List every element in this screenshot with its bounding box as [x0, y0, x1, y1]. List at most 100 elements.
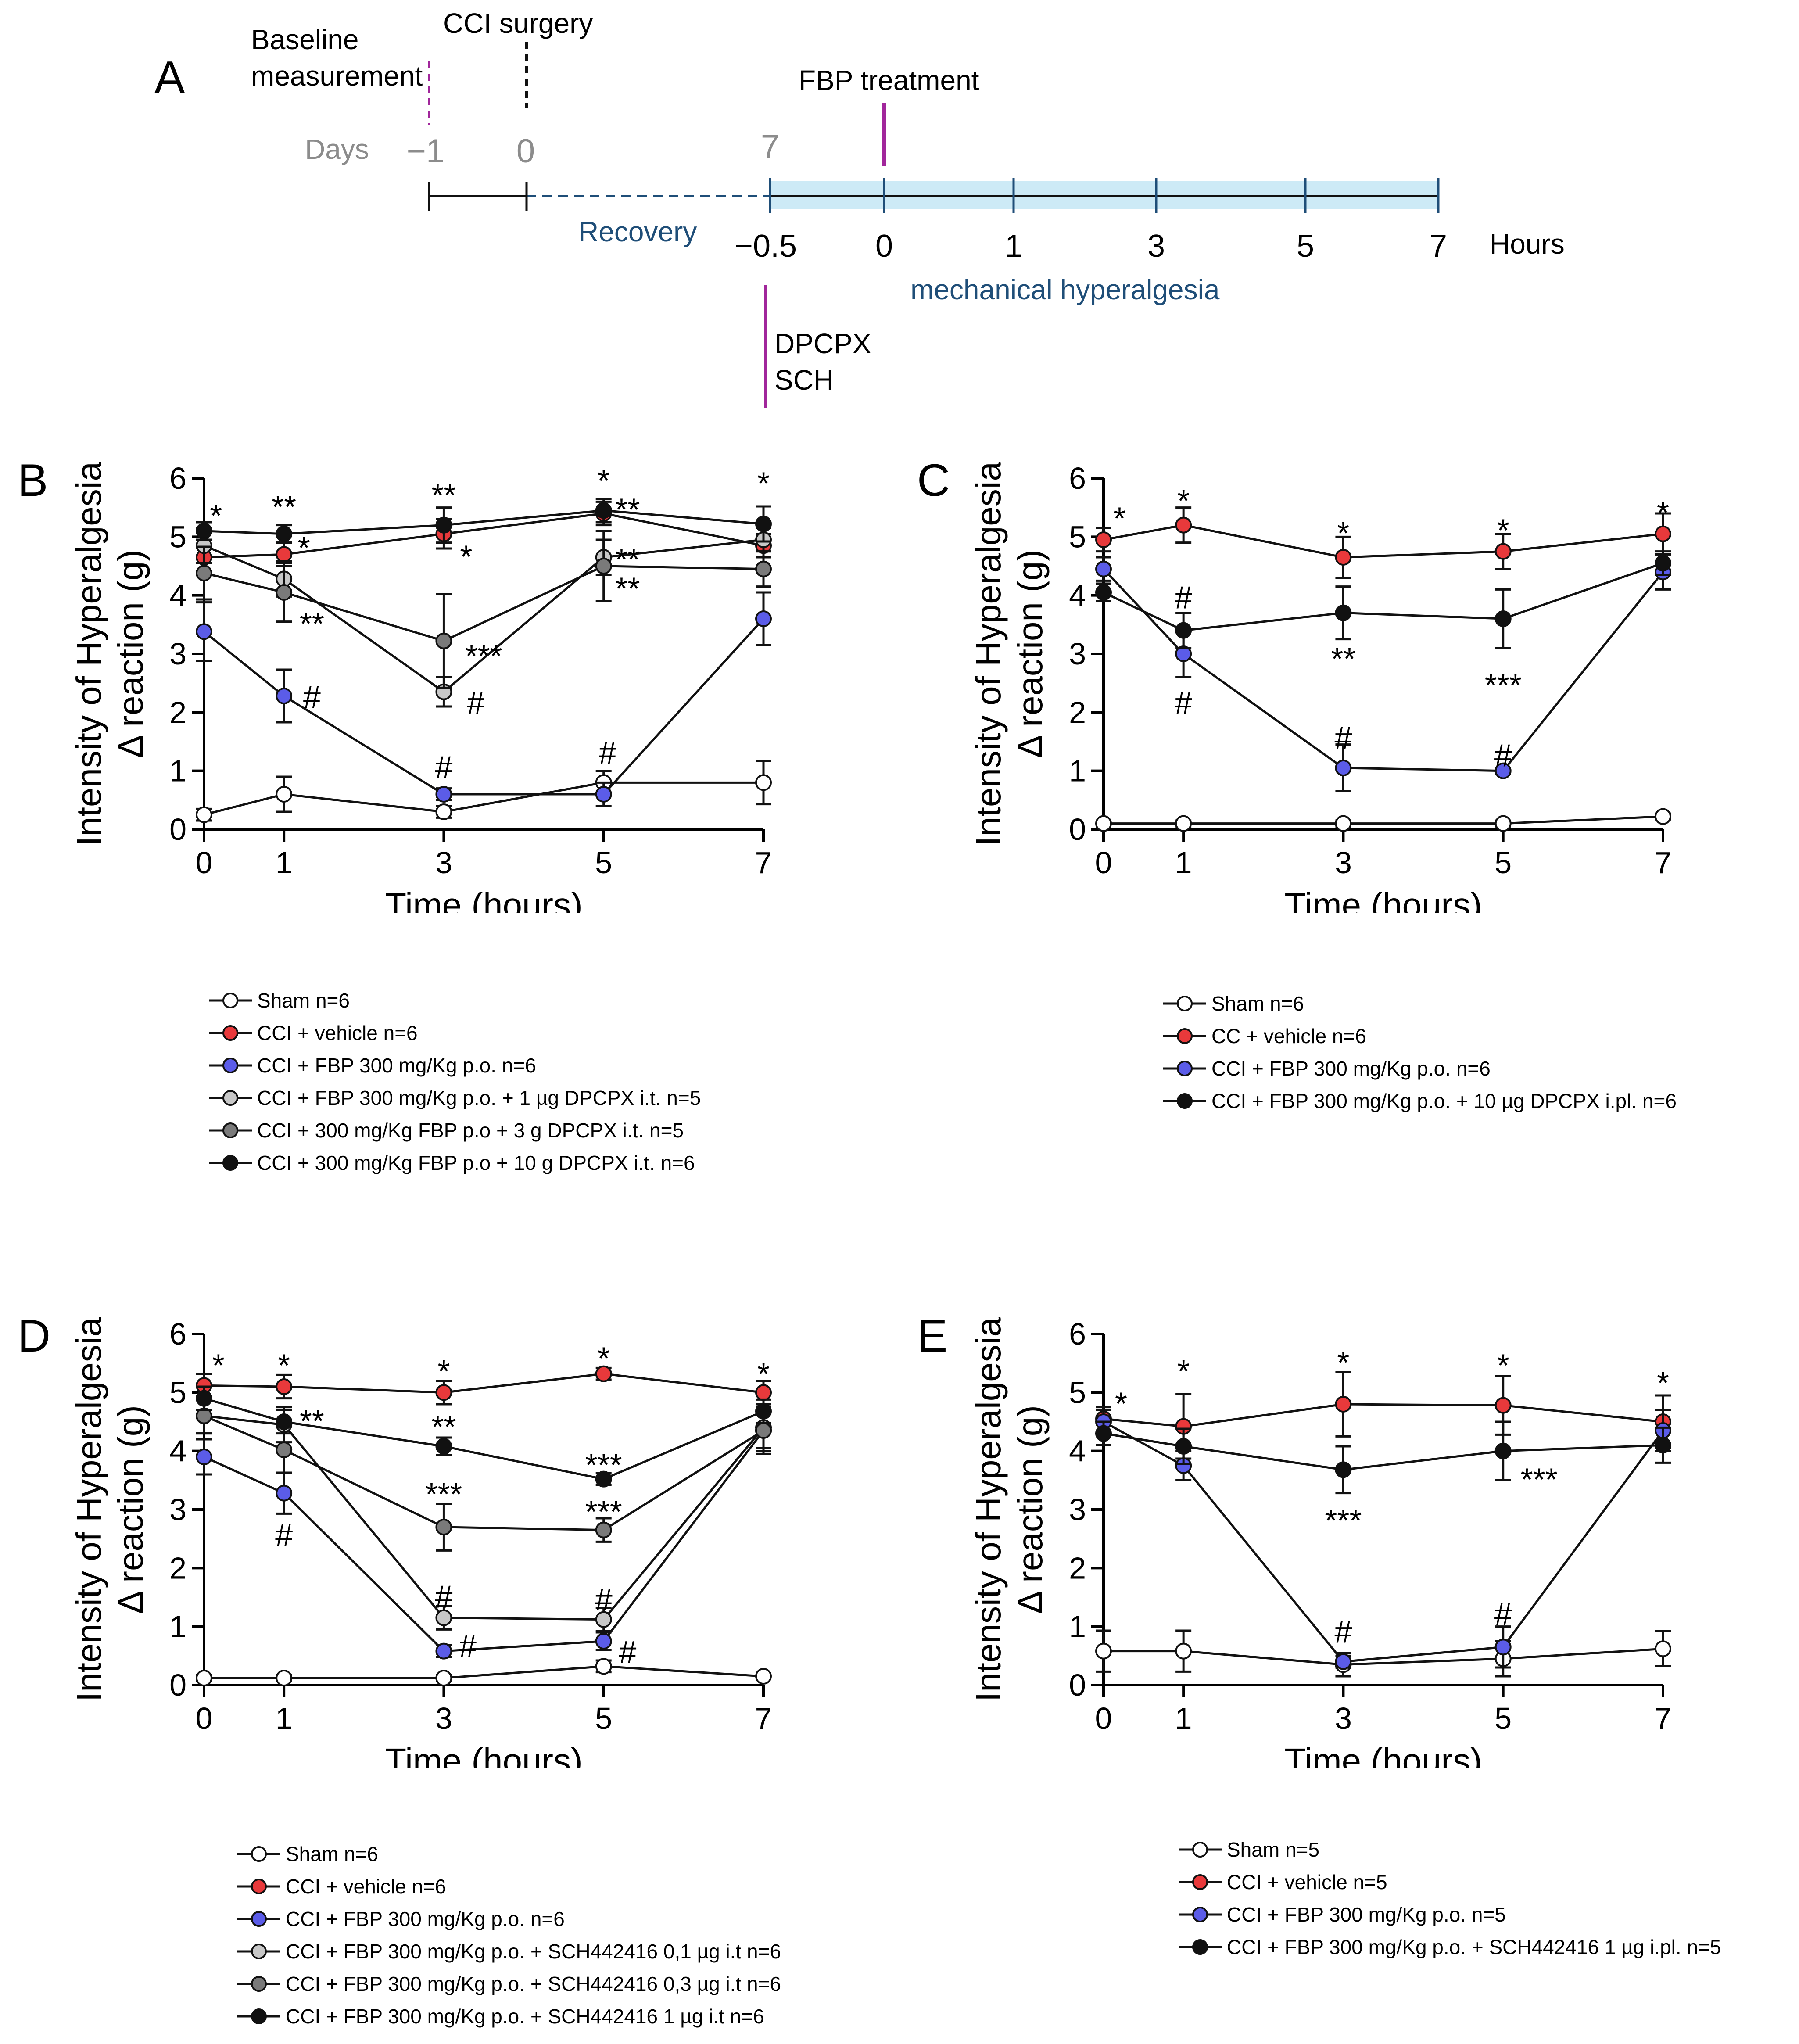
- legend-dot: [1177, 996, 1193, 1011]
- panel-c: C 0 1 2 3 4 5 6 0 1 3 5 7 Time (hours) Intensity of Hy…: [900, 430, 1799, 913]
- significance-marker: *: [437, 1354, 450, 1389]
- y-tick-label: 6: [1069, 1317, 1086, 1351]
- panel-label: B: [18, 455, 48, 506]
- significance-marker: #: [595, 1582, 613, 1617]
- legend-item: CCI + FBP 300 mg/Kg p.o. + 10 µg DPCPX i…: [1161, 1085, 1677, 1117]
- hour-tick-label: 0: [875, 229, 893, 264]
- significance-marker: *: [757, 1357, 770, 1392]
- y-tick-label: 2: [1069, 1551, 1086, 1585]
- data-point: [276, 1485, 293, 1502]
- legend-marker: [206, 990, 254, 1011]
- legend-item: CCI + FBP 300 mg/Kg p.o. + 1 µg DPCPX i.…: [206, 1082, 701, 1114]
- data-point: [1175, 815, 1192, 832]
- legend-marker: [235, 2005, 283, 2027]
- legend-e: Sham n=5 CCI + vehicle n=5 CCI + FBP 300 m…: [1176, 1833, 1721, 1963]
- data-point: [755, 610, 772, 627]
- legend-dot: [251, 2008, 267, 2024]
- series: [1095, 506, 1671, 579]
- data-point: [755, 560, 772, 577]
- data-point: [755, 1422, 772, 1439]
- legend-label: Sham n=5: [1227, 1838, 1319, 1861]
- data-point: [595, 1521, 612, 1538]
- legend-item: CCI + 300 mg/Kg FBP p.o + 10 g DPCPX i.t…: [206, 1147, 701, 1179]
- hour-tick-label: 7: [1430, 229, 1447, 264]
- x-tick-label: 1: [276, 846, 293, 880]
- y-tick-label: 1: [1069, 754, 1086, 788]
- significance-marker: #: [1494, 739, 1512, 774]
- legend-item: CCI + vehicle n=6: [235, 1870, 781, 1903]
- significance-marker: *: [1177, 1354, 1190, 1389]
- data-point: [1095, 1642, 1112, 1660]
- data-point: [435, 786, 452, 803]
- legend-dot: [222, 993, 238, 1008]
- legend-dot: [1192, 1842, 1208, 1858]
- legend-marker: [1161, 993, 1209, 1015]
- data-point: [276, 1413, 293, 1430]
- x-axis-label: Time (hours): [1284, 886, 1482, 913]
- legend-item: Sham n=5: [1176, 1833, 1721, 1866]
- hour-tick-label: 1: [1005, 229, 1022, 264]
- legend-dot: [1177, 1093, 1193, 1109]
- legend-item: Sham n=6: [206, 984, 701, 1017]
- chart-d: D 0 1 2 3 4 5 6 0 1 3 5 7 Time (hours) Intensity of Hy…: [18, 1311, 772, 1768]
- x-tick-label: 3: [435, 1701, 452, 1736]
- x-tick-label: 7: [755, 1701, 772, 1736]
- data-point: [1095, 1425, 1112, 1442]
- significance-marker: **: [1331, 642, 1355, 677]
- data-point: [196, 623, 212, 640]
- significance-marker: **: [431, 478, 456, 513]
- legend-label: CCI + vehicle n=5: [1227, 1871, 1387, 1893]
- y-tick-label: 6: [1069, 461, 1086, 495]
- legend-dot: [251, 1911, 267, 1927]
- legend-marker: [206, 1054, 254, 1076]
- data-point: [1095, 584, 1112, 601]
- legend-item: CCI + FBP 300 mg/Kg p.o. n=5: [1176, 1898, 1721, 1931]
- x-tick-label: 1: [1175, 846, 1192, 880]
- data-point: [1655, 1437, 1671, 1454]
- legend-label: Sham n=6: [286, 1843, 378, 1865]
- significance-marker: #: [619, 1635, 636, 1670]
- legend-label: CCI + FBP 300 mg/Kg p.o. n=6: [257, 1054, 536, 1077]
- cci-surgery-label: CCI surgery: [443, 7, 593, 39]
- significance-marker: *: [278, 1348, 290, 1384]
- x-axis-label: Time (hours): [385, 886, 582, 913]
- x-tick-label: 3: [435, 846, 452, 880]
- legend-dot: [251, 1944, 267, 1959]
- legend-label: CCI + FBP 300 mg/Kg p.o. n=5: [1227, 1903, 1506, 1926]
- significance-marker: #: [1175, 581, 1192, 616]
- data-point: [595, 1470, 612, 1488]
- significance-marker: ***: [465, 639, 502, 674]
- x-tick-label: 0: [196, 1701, 213, 1736]
- y-tick-label: 4: [169, 578, 186, 613]
- data-point: [1655, 525, 1671, 542]
- legend-label: Sham n=6: [257, 989, 350, 1012]
- legend-label: CCI + 300 mg/Kg FBP p.o + 3 g DPCPX i.t.…: [257, 1119, 684, 1142]
- significance-marker: *: [1657, 1366, 1669, 1401]
- x-axis-label: Time (hours): [1284, 1741, 1482, 1768]
- data-point: [276, 525, 293, 542]
- significance-marker: ***: [585, 1448, 622, 1483]
- legend-marker: [206, 1022, 254, 1044]
- y-tick-label: 3: [1069, 637, 1086, 671]
- data-point: [435, 803, 452, 820]
- x-tick-label: 0: [1095, 1701, 1112, 1736]
- data-point: [1655, 1640, 1671, 1657]
- data-point: [435, 1438, 452, 1455]
- legend-marker: [206, 1152, 254, 1174]
- significance-marker: *: [1115, 1386, 1127, 1421]
- y-tick-label: 0: [1069, 1668, 1086, 1702]
- timeline-diagram: A Baseline measurement CCI surgery FBP t…: [154, 7, 1565, 408]
- significance-marker: #: [467, 686, 484, 721]
- significance-marker: #: [1334, 1614, 1352, 1650]
- data-point: [1655, 555, 1671, 572]
- mechanical-hyperalgesia-label: mechanical hyperalgesia: [910, 274, 1220, 305]
- legend-marker: [1176, 1839, 1224, 1861]
- data-point: [196, 1390, 212, 1407]
- x-tick-label: 7: [1655, 846, 1672, 880]
- x-tick-label: 5: [1494, 1701, 1512, 1736]
- y-tick-label: 0: [1069, 812, 1086, 846]
- data-point: [1095, 560, 1112, 577]
- legend-b: Sham n=6 CCI + vehicle n=6 CCI + FBP 300 m…: [206, 984, 701, 1179]
- series: [196, 1658, 772, 1686]
- y-tick-label: 2: [1069, 695, 1086, 729]
